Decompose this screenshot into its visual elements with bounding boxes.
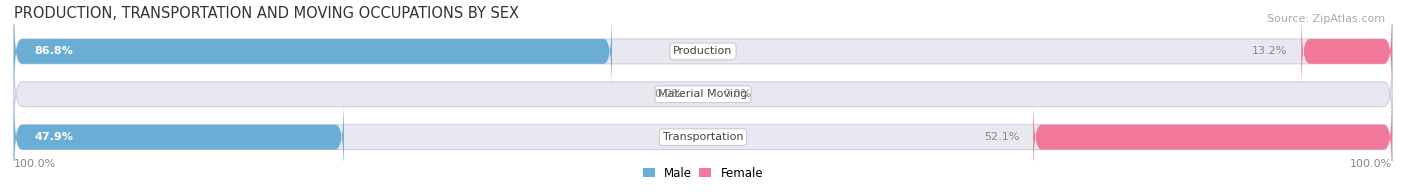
Legend: Male, Female: Male, Female (643, 167, 763, 180)
Text: PRODUCTION, TRANSPORTATION AND MOVING OCCUPATIONS BY SEX: PRODUCTION, TRANSPORTATION AND MOVING OC… (14, 5, 519, 21)
Text: Source: ZipAtlas.com: Source: ZipAtlas.com (1267, 14, 1385, 24)
FancyBboxPatch shape (14, 98, 1392, 176)
Text: Material Moving: Material Moving (658, 89, 748, 99)
Text: 52.1%: 52.1% (984, 132, 1019, 142)
Text: 0.0%: 0.0% (654, 89, 682, 99)
FancyBboxPatch shape (14, 12, 1392, 90)
Text: 100.0%: 100.0% (1350, 159, 1392, 169)
Text: Production: Production (673, 46, 733, 56)
FancyBboxPatch shape (14, 12, 612, 90)
Text: 100.0%: 100.0% (14, 159, 56, 169)
Text: Transportation: Transportation (662, 132, 744, 142)
Text: 13.2%: 13.2% (1253, 46, 1288, 56)
Text: 47.9%: 47.9% (35, 132, 73, 142)
FancyBboxPatch shape (14, 98, 344, 176)
FancyBboxPatch shape (1033, 98, 1392, 176)
FancyBboxPatch shape (1301, 12, 1392, 90)
Text: 86.8%: 86.8% (35, 46, 73, 56)
FancyBboxPatch shape (14, 55, 1392, 133)
Text: 0.0%: 0.0% (724, 89, 752, 99)
